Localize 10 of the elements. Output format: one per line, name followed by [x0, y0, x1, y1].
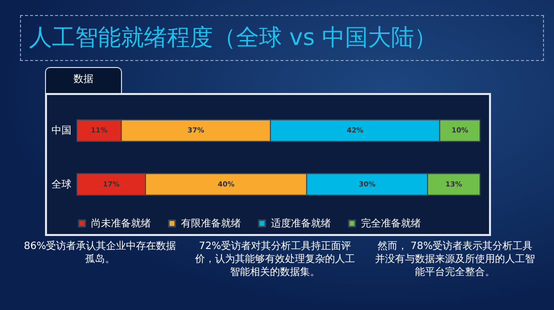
chart-title: 人工智能就绪程度（全球 vs 中国大陆） [20, 15, 544, 61]
y-tick-label: 中国 [52, 124, 72, 137]
legend-label: 尚未准备就绪 [91, 217, 151, 230]
text: 然而， 78%受访者表示其分析工具并没有与数据来源及所使用的人工智能平台完全整合。 [375, 240, 535, 279]
text: 86%受访者承认其企业中存在数据孤岛。 [22, 240, 178, 266]
legend-label: 完全准备就绪 [361, 217, 421, 230]
legend-label: 有限准备就绪 [181, 217, 241, 230]
legend-label: 适度准备就绪 [271, 217, 331, 230]
text: 72%受访者对其分析工具持正面评价，认为其能够有效处理复杂的人工智能相关的数据集。 [195, 240, 355, 279]
y-tick-label: 全球 [52, 178, 72, 190]
